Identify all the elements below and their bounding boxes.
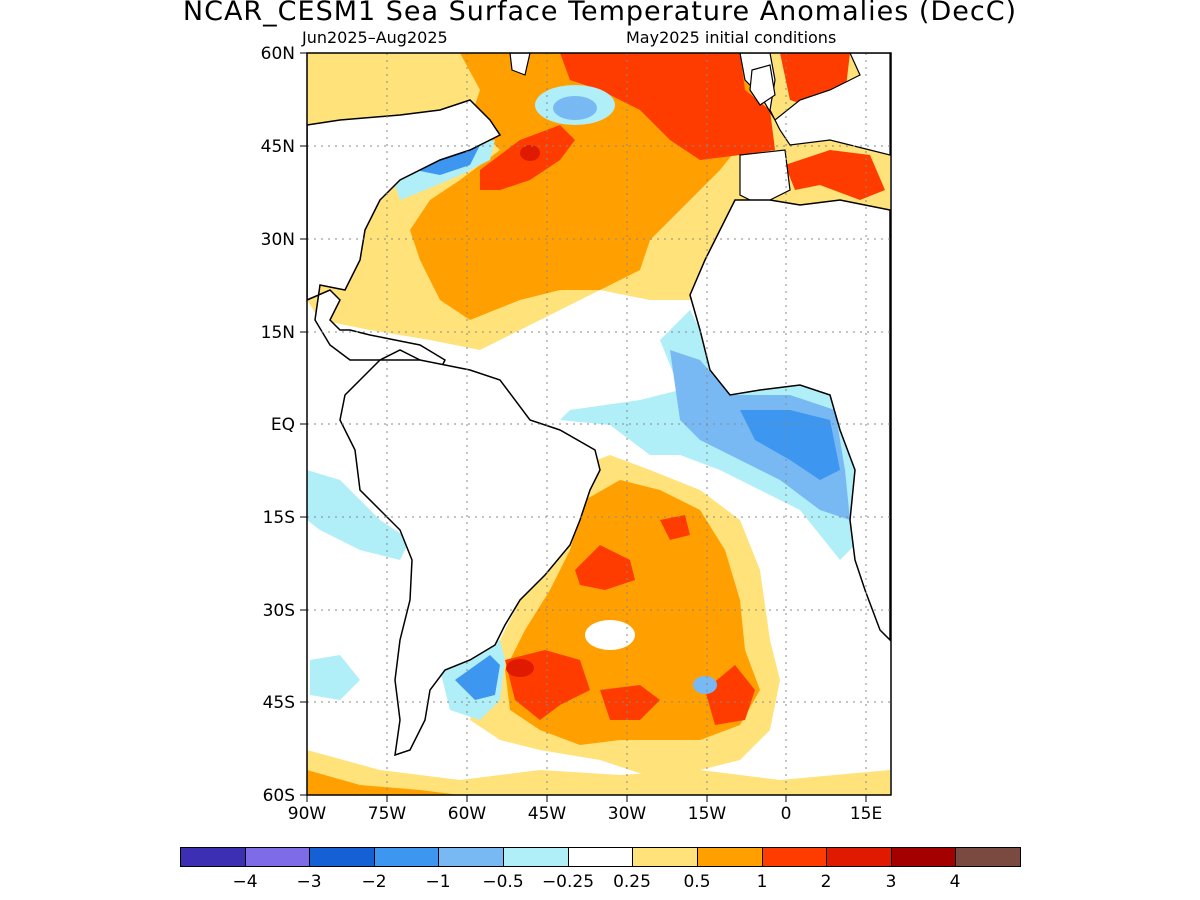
- colorbar-swatch: [438, 847, 504, 867]
- lat-label-45s: 45S: [262, 693, 295, 713]
- lon-label-30w: 30W: [607, 804, 647, 824]
- land-africa: [689, 199, 891, 642]
- colorbar-label: 0.25: [613, 872, 651, 892]
- colorbar-swatch: [309, 847, 375, 867]
- colorbar-label: −0.25: [541, 872, 595, 892]
- lon-label-0: 0: [780, 804, 792, 824]
- colorbar-label: −1: [425, 872, 451, 892]
- colorbar-label: 1: [756, 872, 768, 892]
- land-greenland: [509, 53, 531, 76]
- anomaly-region-malvinas-cool2: [455, 655, 500, 700]
- colorbar-swatch: [826, 847, 892, 867]
- anomaly-region-s-atlantic-1e: [660, 515, 690, 540]
- anomaly-region-epac-cool: [307, 470, 410, 560]
- anomaly-region-gulfstream-2: [520, 145, 540, 161]
- lat-label-15n: 15N: [260, 323, 295, 343]
- lon-label-90w: 90W: [287, 804, 327, 824]
- anomaly-region-southern-warm: [307, 750, 890, 795]
- lat-label-60n: 60N: [260, 44, 295, 64]
- anomaly-region-s-atlantic-1a: [575, 545, 635, 590]
- colorbar-swatch: [374, 847, 440, 867]
- colorbar-swatch: [245, 847, 311, 867]
- initial-conditions: May2025 initial conditions: [626, 28, 837, 47]
- colorbar-label: 3: [885, 872, 897, 892]
- lat-label-30n: 30N: [260, 230, 295, 250]
- anomaly-region-southern-warm2: [307, 770, 460, 795]
- land-south-america: [339, 359, 601, 757]
- lon-label-15w: 15W: [687, 804, 727, 824]
- land-uk: [749, 64, 776, 106]
- land-europe: [739, 53, 891, 156]
- anomaly-region-epac-cool2: [310, 655, 360, 700]
- anomaly-region-s-atlantic-hole2: [693, 676, 717, 694]
- colorbar-swatch: [955, 847, 1021, 867]
- colorbar-swatch: [180, 847, 246, 867]
- colorbar-label: −0.5: [482, 872, 524, 892]
- lon-label-75w: 75W: [367, 804, 407, 824]
- colorbar-label: −3: [296, 872, 322, 892]
- lon-label-15e: 15E: [849, 804, 883, 824]
- forecast-period: Jun2025–Aug2025: [302, 28, 448, 47]
- colorbar-swatch: [697, 847, 763, 867]
- colorbar-label: −2: [361, 872, 387, 892]
- anomaly-region-n-cool-eddy2: [553, 96, 597, 120]
- map-gridlines: [307, 53, 890, 795]
- axis-ticks: [300, 52, 867, 802]
- land-north-america: [307, 99, 502, 372]
- land-iberia: [739, 149, 791, 206]
- anomaly-region-med-1: [785, 150, 885, 200]
- lat-label-eq: EQ: [270, 415, 295, 435]
- colorbar-label: −4: [232, 872, 258, 892]
- lat-label-15s: 15S: [262, 508, 295, 528]
- anomaly-region-s-atlantic-1d: [705, 665, 755, 725]
- lon-label-45w: 45W: [527, 804, 567, 824]
- anomaly-region-tropical-cool-1: [740, 410, 840, 480]
- map-title: NCAR_CESM1 Sea Surface Temperature Anoma…: [182, 0, 1018, 27]
- lat-label-60s: 60S: [262, 786, 295, 806]
- colorbar-swatch: [503, 847, 569, 867]
- lon-label-60w: 60W: [447, 804, 487, 824]
- anomaly-region-s-atlantic-2: [506, 659, 534, 677]
- colorbar: [180, 847, 1021, 869]
- anomaly-region-s-atlantic-hole1: [585, 620, 635, 650]
- colorbar-swatch: [568, 847, 634, 867]
- colorbar-swatch: [762, 847, 828, 867]
- colorbar-label: 4: [949, 872, 961, 892]
- colorbar-swatch: [891, 847, 957, 867]
- lat-label-45n: 45N: [260, 137, 295, 157]
- anomaly-region-n-atlantic-1: [560, 53, 775, 160]
- colorbar-label: 0.5: [683, 872, 711, 892]
- colorbar-swatch: [632, 847, 698, 867]
- anomaly-field: [307, 53, 891, 795]
- lat-label-30s: 30S: [262, 601, 295, 621]
- colorbar-label: 2: [820, 872, 832, 892]
